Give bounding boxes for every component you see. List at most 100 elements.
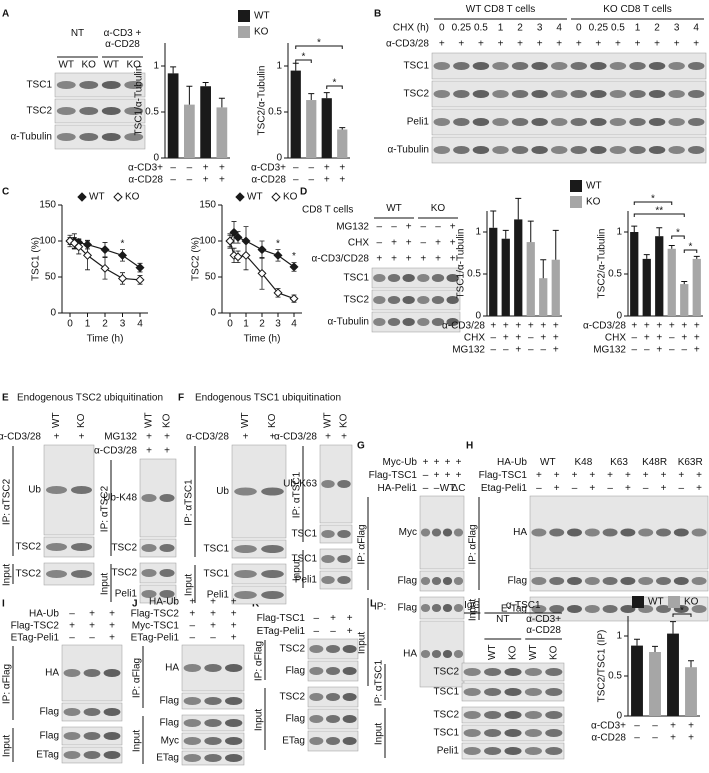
blot-band: [602, 528, 618, 537]
marker: [241, 250, 251, 260]
condition-value: +: [146, 432, 152, 443]
condition-value: –: [679, 483, 685, 494]
x-row-value: –: [528, 345, 534, 356]
blot-band: [570, 118, 588, 126]
x-row-value: –: [503, 345, 509, 356]
blot-strip: [419, 596, 465, 620]
blot-band: [56, 81, 76, 89]
lane-label: KO: [162, 413, 173, 428]
blot-band: [531, 146, 548, 154]
blot-band: [545, 747, 563, 755]
x-row-value: +: [656, 333, 662, 344]
panel-letter: D: [300, 187, 307, 198]
blot-band: [609, 118, 627, 126]
blot-band: [46, 543, 67, 551]
blot-band: [453, 577, 464, 585]
condition-value: K63R: [678, 457, 703, 468]
blot-band: [511, 146, 529, 154]
blot-band: [71, 543, 92, 551]
error-bar: [170, 66, 177, 74]
blot-band: [309, 667, 324, 675]
panel-letter: J: [132, 599, 138, 610]
marker: [135, 263, 145, 273]
lane-label: KO: [82, 60, 97, 71]
y-axis-label: TSC2 (%): [191, 237, 202, 281]
condition-value: +: [270, 432, 276, 443]
section-label: Input: [100, 573, 111, 595]
blot-band: [71, 570, 92, 578]
blot-row-label: HA: [403, 649, 417, 660]
condition-value: –: [536, 483, 542, 494]
bar: [514, 219, 523, 316]
section-label: IP: αTSC1: [184, 479, 195, 526]
blot-band: [504, 688, 522, 696]
marker: [100, 263, 110, 273]
condition-value: –: [421, 222, 427, 233]
x-row-value: +: [503, 333, 509, 344]
y-tick-label: 0.5: [608, 671, 622, 682]
panel-letter: B: [374, 9, 381, 20]
y-axis-label: TSC1/α-Tubulin: [134, 66, 145, 136]
blot-band: [402, 296, 415, 304]
blot-band: [224, 737, 243, 745]
section-label: IP: αFlag: [132, 658, 143, 698]
condition-label: α-CD3/CD28: [312, 254, 370, 265]
condition-value: +: [391, 238, 397, 249]
blot-band: [442, 577, 453, 585]
panel-letter: F: [178, 393, 184, 404]
condition-value: +: [674, 39, 680, 50]
significance-bracket: [326, 85, 343, 89]
blot-band: [309, 693, 324, 701]
blot-band: [234, 591, 257, 599]
condition-value: +: [54, 432, 60, 443]
condition-value: +: [79, 432, 85, 443]
condition-label: α-CD3/28: [386, 39, 429, 50]
blot-band: [326, 667, 340, 675]
x-tick-label: 4: [137, 319, 143, 330]
error-bar: [186, 85, 193, 105]
blot-row-label: Peli1: [295, 575, 318, 586]
lane-label: WT: [103, 60, 119, 71]
condition-value: +: [109, 609, 115, 620]
blot-band: [141, 494, 157, 502]
blot-band: [463, 747, 481, 755]
blot-band: [656, 528, 671, 537]
error-bar: [515, 197, 522, 220]
error-bar: [527, 220, 534, 243]
condition-value: WT: [540, 457, 556, 468]
lane-group: α-CD3+ α-CD28: [526, 614, 562, 636]
marker: [229, 227, 239, 237]
lane-label: KO: [339, 413, 350, 428]
x-row-value: +: [688, 733, 694, 744]
blot-band: [204, 719, 222, 727]
blot-band: [484, 688, 502, 696]
x-row-value: +: [339, 175, 345, 186]
legend-label: KO: [125, 192, 140, 203]
x-row-label: CHX: [605, 333, 626, 344]
x-row-value: –: [669, 333, 675, 344]
condition-value: 4: [693, 23, 699, 34]
y-tick-label: 0: [50, 308, 56, 319]
significance-label: *: [302, 52, 306, 63]
blot-row-label: TSC2: [343, 295, 369, 306]
condition-value: +: [536, 470, 542, 481]
condition-value: +: [347, 613, 353, 624]
blot-row-label: Peli1: [437, 746, 460, 757]
blot-band: [387, 274, 401, 282]
y-tick-label: 1: [276, 61, 282, 72]
blot-band: [531, 577, 547, 585]
blot-band: [420, 528, 431, 537]
x-axis-label: Time (h): [87, 334, 124, 345]
blot-row-label: Flag: [286, 666, 305, 677]
blot-band: [453, 528, 464, 537]
blot-band: [531, 62, 548, 70]
blot-row-label: HA: [45, 668, 59, 679]
significance-bracket: [671, 235, 685, 239]
blot-row-label: Flag: [398, 576, 417, 587]
blot-band: [442, 604, 453, 612]
section-label: IP: αTSC1: [374, 659, 385, 706]
blot-band: [373, 318, 386, 326]
condition-value: –: [210, 633, 216, 644]
blot-band: [511, 62, 529, 70]
condition-value: +: [109, 633, 115, 644]
